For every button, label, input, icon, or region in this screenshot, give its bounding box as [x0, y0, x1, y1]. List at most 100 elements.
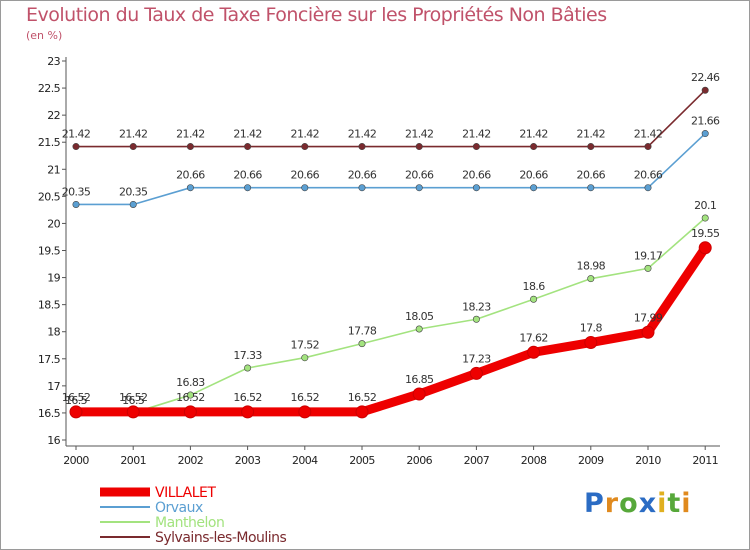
y-tick-label: 22 — [47, 109, 60, 122]
data-point — [415, 184, 423, 192]
data-point — [415, 143, 423, 151]
data-point — [183, 405, 197, 419]
data-label: 17.62 — [519, 331, 548, 344]
data-point — [530, 143, 538, 151]
data-label: 20.1 — [694, 199, 716, 212]
data-point — [358, 184, 366, 192]
data-point — [129, 143, 137, 151]
data-label: 17.8 — [580, 322, 603, 335]
data-label: 16.52 — [119, 391, 148, 404]
data-point — [530, 295, 538, 303]
data-point — [244, 364, 252, 372]
data-label: 20.66 — [176, 169, 205, 182]
data-label: 21.42 — [348, 128, 377, 141]
proxiti-logo: Proxiti — [584, 488, 692, 519]
data-point — [186, 143, 194, 151]
data-point — [355, 405, 369, 419]
x-tick-label: 2003 — [235, 454, 261, 467]
logo-letter: P — [584, 488, 605, 519]
data-point — [186, 391, 194, 399]
data-point — [186, 184, 194, 192]
data-label: 16.83 — [176, 376, 205, 389]
series-line-orvaux — [75, 132, 707, 206]
data-label: 17.33 — [233, 349, 262, 362]
data-label: 19.17 — [634, 249, 663, 262]
x-tick-label: 2002 — [178, 454, 204, 467]
y-tick-label: 17 — [47, 380, 60, 393]
data-point — [298, 405, 312, 419]
logo-letter: r — [604, 488, 620, 519]
logo-letter: t — [667, 488, 682, 519]
data-label: 21.42 — [233, 128, 262, 141]
x-tick-label: 2008 — [521, 454, 547, 467]
data-label: 20.66 — [348, 169, 377, 182]
data-label: 20.66 — [291, 169, 320, 182]
data-point — [587, 184, 595, 192]
data-label: 16.52 — [176, 391, 205, 404]
data-label: 16.52 — [62, 391, 91, 404]
data-label: 20.66 — [233, 169, 262, 182]
data-label: 18.23 — [462, 300, 491, 313]
y-tick-label: 21.5 — [38, 136, 61, 149]
logo-letter: i — [681, 488, 692, 519]
data-label: 17.78 — [348, 325, 377, 338]
x-tick-label: 2007 — [464, 454, 490, 467]
data-point — [301, 143, 309, 151]
data-point — [644, 264, 652, 272]
data-point — [644, 184, 652, 192]
x-tick-label: 2005 — [349, 454, 375, 467]
data-label: 17.23 — [462, 352, 491, 365]
data-label: 16.52 — [291, 391, 320, 404]
data-point — [644, 143, 652, 151]
y-tick-label: 20 — [47, 217, 60, 230]
data-point — [358, 143, 366, 151]
data-point — [72, 143, 80, 151]
logo-letter: o — [619, 488, 639, 519]
y-tick-label: 16.5 — [38, 407, 61, 420]
data-point — [241, 405, 255, 419]
data-label: 18.6 — [523, 280, 546, 293]
y-tick-label: 19 — [47, 272, 60, 285]
data-label: 20.66 — [519, 169, 548, 182]
y-tick-label: 21 — [47, 163, 60, 176]
y-tick-label: 18 — [47, 326, 60, 339]
data-point — [701, 214, 709, 222]
data-label: 17.99 — [634, 311, 663, 324]
data-label: 21.42 — [405, 128, 434, 141]
data-label: 17.52 — [291, 339, 320, 352]
data-label: 18.98 — [577, 260, 606, 273]
legend-label: VILLALET — [155, 485, 216, 501]
data-label: 21.42 — [62, 128, 91, 141]
data-label: 20.66 — [634, 169, 663, 182]
data-label: 20.66 — [462, 169, 491, 182]
data-point — [584, 336, 598, 350]
logo-letter: x — [638, 488, 658, 519]
data-point — [358, 340, 366, 348]
x-tick-label: 2004 — [292, 454, 318, 467]
chart-title: Evolution du Taux de Taxe Foncière sur l… — [26, 4, 607, 26]
x-tick-label: 2001 — [120, 454, 146, 467]
data-label: 22.46 — [691, 71, 720, 84]
x-tick-label: 2011 — [692, 454, 718, 467]
data-point — [129, 200, 137, 208]
logo-letter: i — [657, 488, 668, 519]
data-label: 21.42 — [462, 128, 491, 141]
y-tick-label: 20.5 — [38, 190, 61, 203]
data-point — [472, 184, 480, 192]
data-point — [301, 354, 309, 362]
data-point — [69, 405, 83, 419]
data-point — [412, 387, 426, 401]
data-label: 18.05 — [405, 310, 434, 323]
data-label: 21.42 — [519, 128, 548, 141]
data-point — [415, 325, 423, 333]
x-tick-label: 2000 — [63, 454, 89, 467]
series-line-sylvains-les-moulins — [75, 89, 707, 148]
data-label: 21.42 — [577, 128, 606, 141]
data-label: 21.42 — [291, 128, 320, 141]
data-point — [472, 315, 480, 323]
data-point — [701, 130, 709, 138]
data-label: 16.5 — [122, 394, 145, 407]
y-tick-label: 17.5 — [38, 353, 61, 366]
series-line-manthelon — [75, 217, 707, 414]
